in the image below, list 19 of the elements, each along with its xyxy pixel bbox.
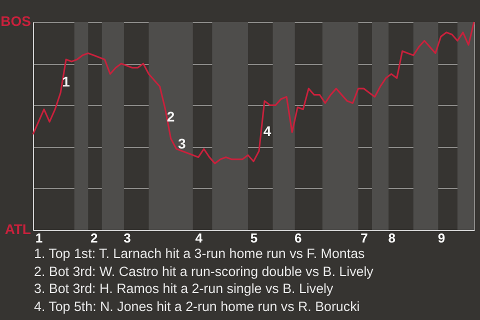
annotation: 4: [263, 123, 272, 140]
x-tick-label: 4: [195, 230, 204, 246]
x-tick-label: 2: [90, 230, 98, 246]
x-tick-label: 1: [35, 230, 43, 246]
text: BOS: [0, 13, 31, 29]
x-tick-label: 8: [388, 230, 396, 246]
x-tick-label: 3: [124, 230, 131, 246]
annotation: 2: [166, 108, 175, 125]
text: 2. Bot 3rd: W. Castro hit a run-scoring double vs B. Lively: [34, 262, 374, 280]
annotation: 3: [178, 136, 186, 152]
annotation: 1: [62, 73, 70, 90]
text: 1. Top 1st: T. Larnach hit a 3-run home run vs F. Montas: [34, 245, 366, 263]
x-tick-label: 5: [250, 230, 258, 246]
x-tick-label: 7: [360, 230, 368, 246]
text: ATL: [4, 221, 32, 237]
text: 3. Bot 3rd: H. Ramos hit a 2-run single vs B. Lively: [34, 280, 334, 298]
x-tick-label: 6: [294, 230, 302, 246]
text: 4. Top 5th: N. Jones hit a 2-run home run vs R. Borucki: [34, 298, 361, 316]
x-tick-label: 9: [438, 230, 446, 246]
